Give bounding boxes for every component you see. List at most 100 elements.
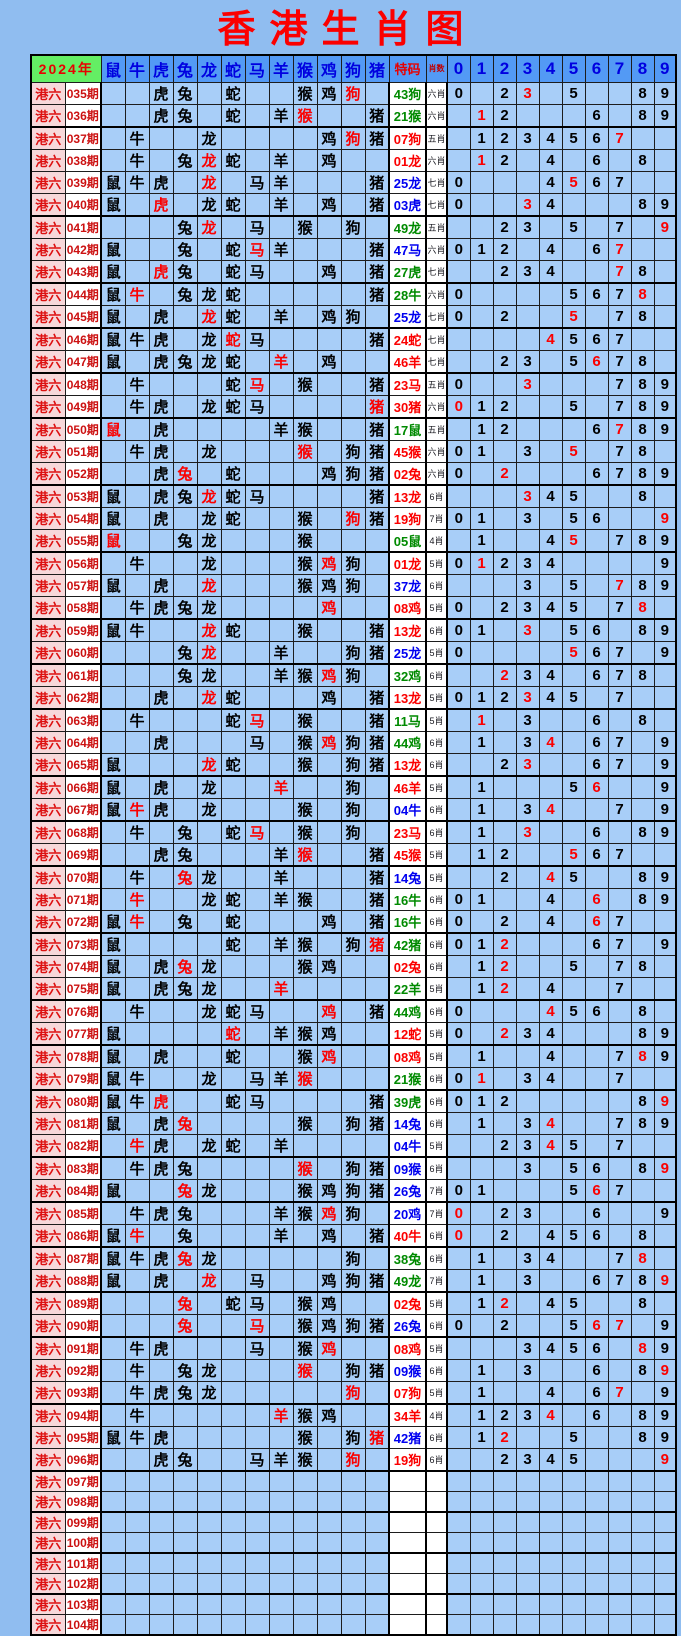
- digit-column-header: 0: [446, 54, 471, 83]
- xiao-count-cell: [425, 1531, 448, 1553]
- table-row: 港六 098期: [30, 1490, 677, 1512]
- row-prefix-cell: 港六: [30, 550, 66, 575]
- digit-cell: [561, 1572, 586, 1594]
- digit-cell: 6: [584, 1200, 609, 1225]
- zodiac-cell: 虎: [148, 976, 174, 1000]
- zodiac-cell: [340, 595, 366, 619]
- row-prefix-cell: 港六: [30, 1613, 66, 1635]
- zodiac-cell: 虎: [148, 326, 174, 351]
- zodiac-cell: [292, 326, 318, 351]
- digit-cell: 2: [492, 214, 517, 239]
- row-prefix-cell: 港六: [30, 954, 66, 978]
- zodiac-cell: [124, 461, 150, 485]
- zodiac-cell: [124, 842, 150, 866]
- digit-cell: [607, 1510, 632, 1533]
- special-code-cell: 34羊: [388, 1402, 427, 1427]
- digit-cell: 2: [492, 954, 517, 978]
- zodiac-cell: [172, 506, 198, 530]
- digit-cell: [584, 1133, 609, 1157]
- row-period-cell: 074期: [64, 954, 102, 978]
- digit-cell: 4: [538, 259, 563, 283]
- special-code-cell: 02兔: [388, 1290, 427, 1315]
- special-code-cell: [388, 1572, 427, 1594]
- digit-cell: 4: [538, 237, 563, 261]
- digit-cell: [653, 909, 677, 933]
- row-prefix-cell: 港六: [30, 326, 66, 351]
- digit-cell: [446, 864, 471, 889]
- zodiac-cell: 羊: [268, 640, 294, 664]
- zodiac-cell: [196, 1223, 222, 1247]
- zodiac-cell: [340, 394, 366, 418]
- digit-cell: [561, 1402, 586, 1427]
- digit-cell: 1: [469, 954, 494, 978]
- digit-cell: [561, 1510, 586, 1533]
- zodiac-cell: [268, 528, 294, 552]
- zodiac-cell: 兔: [172, 595, 198, 619]
- zodiac-cell: [124, 1313, 150, 1337]
- zodiac-cell: [172, 730, 198, 754]
- zodiac-cell: [244, 148, 270, 172]
- digit-cell: [538, 1178, 563, 1202]
- digit-cell: 3: [515, 1155, 540, 1180]
- zodiac-cell: [316, 617, 342, 642]
- zodiac-cell: [364, 1572, 390, 1594]
- digit-cell: [607, 1551, 632, 1574]
- xiao-count-cell: 5肖: [425, 864, 448, 889]
- digit-cell: 4: [538, 595, 563, 619]
- zodiac-cell: [268, 797, 294, 821]
- zodiac-cell: [340, 1531, 366, 1553]
- digit-cell: 7: [607, 1043, 632, 1068]
- zodiac-cell: 龙: [196, 1268, 222, 1292]
- digit-cell: 4: [538, 797, 563, 821]
- zodiac-cell: [148, 1358, 174, 1382]
- digit-cell: 5: [561, 1425, 586, 1449]
- digit-cell: 8: [630, 1043, 655, 1068]
- zodiac-cell: 龙: [196, 998, 222, 1023]
- digit-cell: [469, 170, 494, 194]
- digit-cell: [584, 1551, 609, 1574]
- digit-cell: 0: [446, 1178, 471, 1202]
- zodiac-cell: 狗: [340, 774, 366, 799]
- xiao-count-cell: 六肖: [425, 148, 448, 172]
- table-row: 港六 049期牛虎龙蛇马猪 30猪 六肖 0 1 2 5 7 8 9: [30, 394, 677, 418]
- zodiac-cell: 马: [244, 214, 270, 239]
- digit-cell: [515, 931, 540, 956]
- table-row: 港六 051期牛虎龙猴狗猪 45猴 六肖 0 1 3 5 7 8: [30, 439, 677, 463]
- digit-cell: [607, 617, 632, 642]
- digit-cell: 9: [653, 752, 677, 776]
- zodiac-cell: [100, 685, 126, 709]
- zodiac-cell: [220, 954, 246, 978]
- zodiac-cell: [268, 550, 294, 575]
- zodiac-cell: [340, 192, 366, 216]
- row-prefix-cell: 港六: [30, 640, 66, 664]
- zodiac-cell: [340, 1551, 366, 1574]
- zodiac-cell: 猴: [292, 752, 318, 776]
- xiao-count-cell: 6肖: [425, 954, 448, 978]
- digit-cell: 3: [515, 1245, 540, 1270]
- digit-cell: [607, 998, 632, 1023]
- row-period-cell: 052期: [64, 461, 102, 485]
- zodiac-cell: 猴: [292, 1290, 318, 1315]
- digit-cell: [469, 304, 494, 328]
- row-prefix-cell: 港六: [30, 483, 66, 508]
- digit-cell: 4: [538, 685, 563, 709]
- row-period-cell: 095期: [64, 1425, 102, 1449]
- table-row: 港六 046期鼠牛虎龙蛇马猪 24蛇 七肖 4 5 6 7: [30, 326, 677, 351]
- digit-cell: 1: [469, 617, 494, 642]
- row-prefix-cell: 港六: [30, 1111, 66, 1135]
- digit-cell: [538, 1469, 563, 1492]
- zodiac-cell: [124, 416, 150, 441]
- zodiac-cell: 猴: [292, 1358, 318, 1382]
- zodiac-cell: [340, 954, 366, 978]
- digit-cell: [446, 349, 471, 373]
- zodiac-cell: 猴: [292, 730, 318, 754]
- table-row: 港六 097期: [30, 1469, 677, 1492]
- digit-cell: 4: [538, 550, 563, 575]
- zodiac-cell: [172, 1133, 198, 1157]
- zodiac-cell: [316, 1510, 342, 1533]
- digit-cell: 8: [630, 304, 655, 328]
- digit-cell: 4: [538, 483, 563, 508]
- digit-cell: [561, 259, 586, 283]
- row-prefix-cell: 港六: [30, 103, 66, 127]
- row-prefix-cell: 港六: [30, 931, 66, 956]
